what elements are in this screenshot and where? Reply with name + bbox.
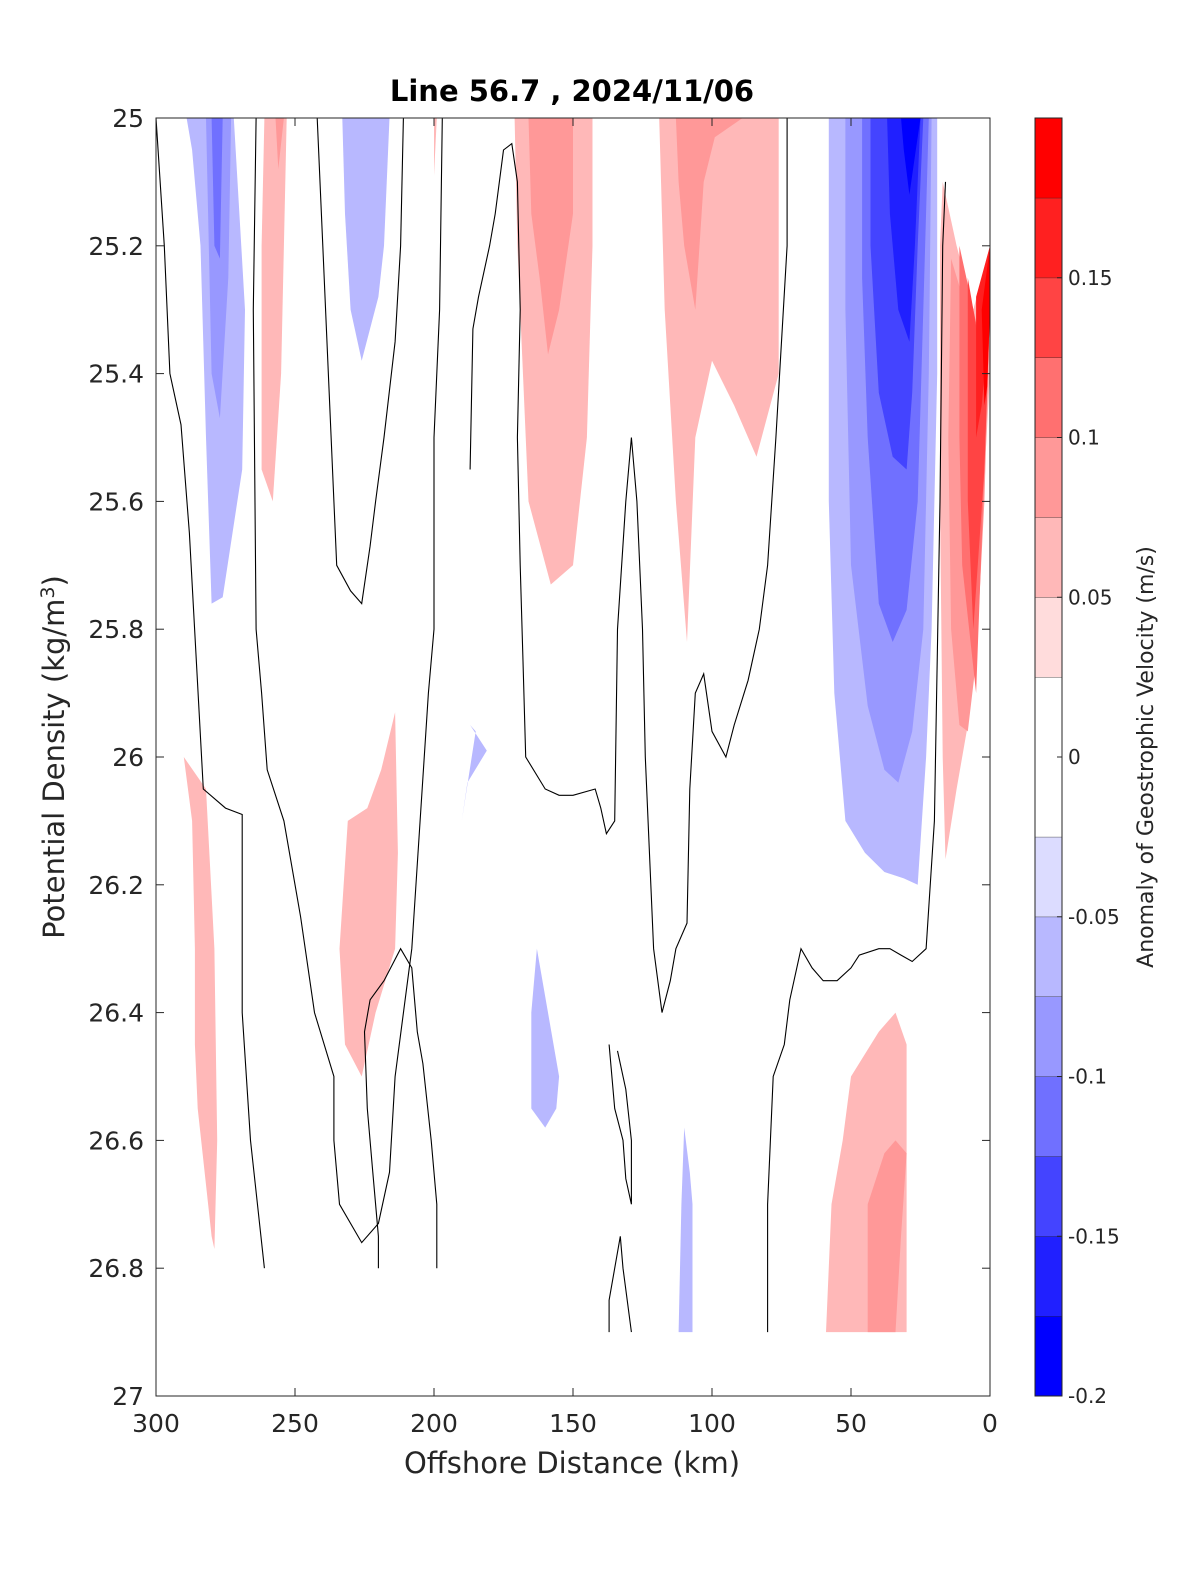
- y-axis-label-superscript: 3: [37, 586, 59, 598]
- colorbar-swatch-13: [1035, 197, 1062, 278]
- x-tick-label: 50: [835, 1409, 867, 1438]
- x-tick-label: 300: [132, 1409, 180, 1438]
- contour-fill-region-30: [867, 1140, 907, 1333]
- y-tick-label: 26.2: [88, 871, 144, 900]
- x-tick-label: 200: [410, 1409, 458, 1438]
- colorbar: 0.15 0.1 0.05 0 -0.05 -0.1 -0.15 -0.2: [1034, 117, 1120, 1408]
- contour-fill-region-24: [339, 712, 398, 1077]
- x-tick-label: 150: [549, 1409, 597, 1438]
- colorbar-tick-label: -0.05: [1068, 905, 1120, 929]
- contour-fill-region-5: [342, 118, 390, 361]
- contour-fill-region-16: [901, 118, 921, 195]
- colorbar-swatch-4: [1035, 996, 1062, 1077]
- colorbar-swatch-5: [1035, 916, 1062, 997]
- colorbar-swatch-1: [1035, 1236, 1062, 1317]
- zero-contour-line-4: [363, 947, 438, 1269]
- contour-fill-region-1: [206, 118, 232, 419]
- y-tick-label: 26: [112, 743, 144, 772]
- chart-title: Line 56.7 , 2024/11/06: [390, 74, 754, 108]
- contour-fill-region-23: [183, 757, 218, 1249]
- colorbar-swatch-6: [1035, 836, 1062, 917]
- y-axis-label-main: Potential Density (kg/m: [37, 599, 71, 939]
- contour-fill-region-4: [275, 118, 284, 170]
- contour-fill-region-25: [461, 725, 487, 821]
- contour-fill-region-8: [528, 118, 573, 355]
- y-axis-label: Potential Density (kg/m3): [37, 575, 71, 939]
- zero-contour-line-2: [316, 118, 404, 605]
- contour-fill-region-10: [675, 118, 743, 310]
- zero-contour-line-7: [767, 181, 947, 1333]
- colorbar-label: Anomaly of Geostrophic Velocity (m/s): [1134, 546, 1159, 968]
- colorbar-swatch-8: [1035, 597, 1062, 678]
- colorbar-tick-label: -0.2: [1068, 1384, 1107, 1408]
- contour-fill-region-28: [678, 1127, 693, 1333]
- y-tick-label: 27: [112, 1382, 144, 1411]
- zero-contour-line-3: [469, 118, 788, 1013]
- contour-fill-region-27: [531, 948, 560, 1128]
- y-tick-label: 25.4: [88, 360, 144, 389]
- colorbar-tick-label: 0: [1068, 745, 1081, 769]
- y-tick-label: 25.8: [88, 615, 144, 644]
- y-axis: 25 25.2 25.4 25.6 25.8 26 26.2 26.4 26.6 26.8 27: [88, 104, 990, 1411]
- colorbar-tick-label: -0.1: [1068, 1065, 1107, 1089]
- colorbar-swatch-9: [1035, 517, 1062, 598]
- colorbar-swatch-11: [1035, 357, 1062, 438]
- x-tick-label: 250: [271, 1409, 319, 1438]
- contour-fill-region-26: [489, 680, 493, 719]
- zero-contour-line-5: [608, 1044, 632, 1205]
- colorbar-swatch-2: [1035, 1156, 1062, 1237]
- zero-contour-line-0: [156, 118, 265, 1269]
- y-tick-label: 25: [112, 104, 144, 133]
- colorbar-swatch-10: [1035, 437, 1062, 518]
- contour-fill-region-2: [211, 118, 223, 259]
- filled-contours: [183, 118, 990, 1333]
- y-tick-label: 26.6: [88, 1126, 144, 1155]
- colorbar-swatch-0: [1035, 1316, 1062, 1396]
- colorbar-swatch-12: [1035, 277, 1062, 358]
- zero-contour-lines: [156, 118, 947, 1333]
- colorbar-tick-label: -0.15: [1068, 1224, 1120, 1248]
- x-tick-label: 100: [688, 1409, 736, 1438]
- zero-contour-line-6: [608, 1236, 632, 1333]
- x-axis-label: Offshore Distance (km): [404, 1446, 740, 1480]
- y-axis-label-close: ): [37, 575, 71, 586]
- contour-fill-region-22: [981, 245, 990, 406]
- colorbar-tick-label: 0.1: [1068, 426, 1100, 450]
- y-tick-label: 26.4: [88, 999, 144, 1028]
- colorbar-tick-label: 0.15: [1068, 266, 1113, 290]
- zero-contour-line-1: [252, 118, 443, 1244]
- y-tick-label: 26.8: [88, 1254, 144, 1283]
- contour-fill-region-6: [434, 118, 437, 176]
- colorbar-swatch-14: [1035, 118, 1062, 198]
- y-tick-label: 25.2: [88, 232, 144, 261]
- colorbar-swatch-3: [1035, 1076, 1062, 1157]
- colorbar-tick-label: 0.05: [1068, 585, 1113, 609]
- x-axis: 300 250 200 150 100 50 0: [132, 118, 998, 1438]
- contour-fill-region-3: [261, 118, 287, 502]
- y-tick-label: 25.6: [88, 487, 144, 516]
- x-tick-label: 0: [982, 1409, 998, 1438]
